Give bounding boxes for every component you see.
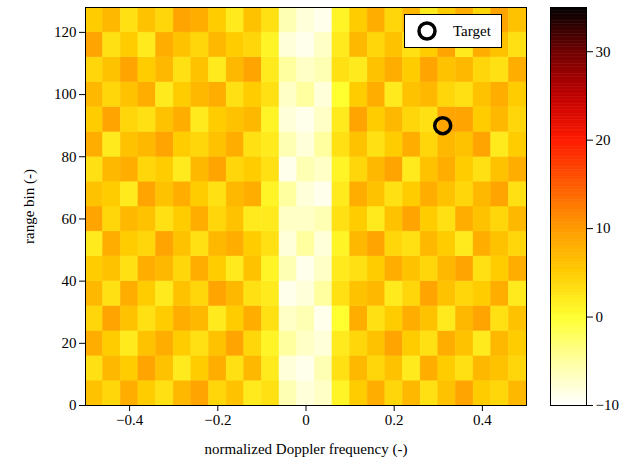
svg-text:−0.4: −0.4 bbox=[116, 412, 144, 428]
svg-text:100: 100 bbox=[54, 86, 77, 102]
svg-text:range bin (-): range bin (-) bbox=[21, 169, 38, 244]
svg-text:0: 0 bbox=[596, 309, 604, 325]
svg-text:0.2: 0.2 bbox=[385, 412, 404, 428]
svg-text:0.4: 0.4 bbox=[473, 412, 492, 428]
svg-text:0: 0 bbox=[69, 397, 77, 413]
svg-text:20: 20 bbox=[62, 335, 77, 351]
html-text:Target: Target bbox=[453, 22, 491, 39]
svg-text:30: 30 bbox=[596, 44, 611, 60]
svg-text:40: 40 bbox=[62, 273, 77, 289]
svg-text:0: 0 bbox=[302, 412, 310, 428]
svg-text:−0.2: −0.2 bbox=[204, 412, 231, 428]
svg-text:−10: −10 bbox=[596, 397, 619, 413]
svg-text:80: 80 bbox=[62, 149, 77, 165]
svg-text:10: 10 bbox=[596, 220, 611, 236]
svg-text:20: 20 bbox=[596, 132, 611, 148]
svg-text:120: 120 bbox=[54, 24, 77, 40]
svg-text:60: 60 bbox=[62, 211, 77, 227]
svg-text:normalized Doppler frequency (: normalized Doppler frequency (-) bbox=[205, 441, 408, 458]
